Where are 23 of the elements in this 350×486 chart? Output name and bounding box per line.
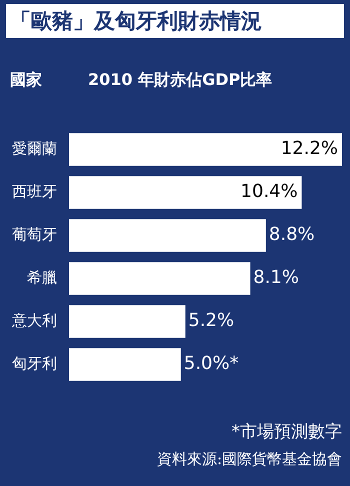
bar (69, 262, 250, 295)
x-axis-title: 2010 年財赤佔GDP比率 (88, 70, 272, 91)
data-label: 5.0%* (184, 353, 239, 374)
y-tick-label: 葡萄牙 (12, 225, 57, 244)
source-note: 資料來源:國際貨幣基金協會 (156, 450, 342, 469)
y-tick-label: 希臘 (27, 268, 57, 286)
y-tick-label: 西班牙 (12, 182, 57, 200)
chart-title: 「歐豬」及匈牙利財赤情況 (6, 4, 344, 38)
y-tick-label: 匈牙利 (12, 354, 57, 372)
text: *市場預測數字 (232, 421, 342, 443)
y-tick-label: 愛爾蘭 (12, 139, 57, 158)
y-tick-label: 意大利 (11, 311, 57, 330)
bar (69, 305, 186, 338)
data-label: 8.8% (268, 224, 315, 246)
y-axis-title: 國家 (10, 70, 42, 91)
bar (69, 176, 302, 209)
bar (69, 348, 181, 381)
data-label: 5.2% (188, 310, 234, 332)
data-label: 8.1% (253, 267, 299, 288)
data-label: 10.4% (240, 181, 298, 202)
bar (69, 219, 266, 252)
data-label: 12.2% (280, 138, 338, 160)
bar (69, 133, 342, 166)
